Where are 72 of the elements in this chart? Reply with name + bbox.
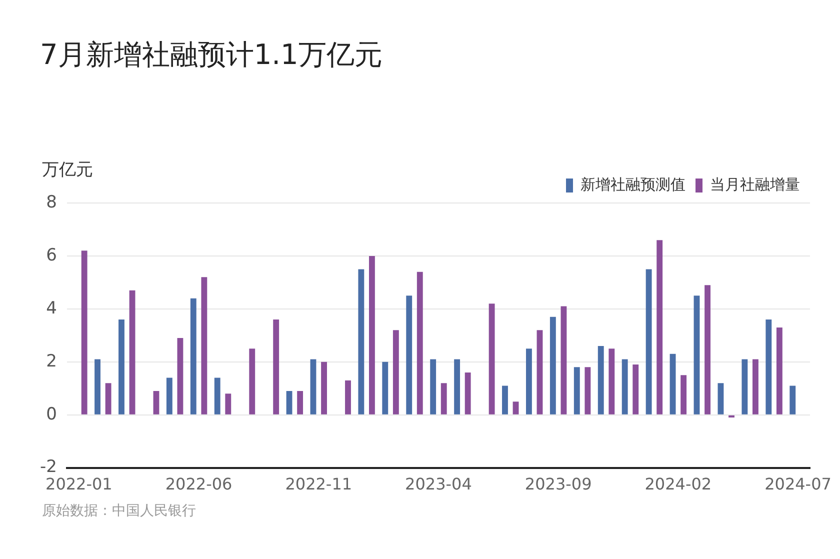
- bar: [321, 362, 327, 414]
- legend-label: 当月社融增量: [710, 175, 800, 194]
- bar: [646, 269, 652, 414]
- bar: [704, 285, 710, 414]
- legend-label: 新增社融预测值: [580, 175, 686, 194]
- bar: [118, 320, 124, 414]
- bar: [584, 367, 591, 414]
- bar: [632, 364, 639, 414]
- x-tick-label: 2023-09: [524, 474, 592, 494]
- bar: [574, 367, 580, 414]
- y-tick-label: 8: [46, 192, 57, 212]
- bar: [406, 296, 412, 414]
- bar: [776, 327, 782, 414]
- y-axis-title: 万亿元: [42, 159, 93, 181]
- y-tick-label: 4: [46, 298, 57, 318]
- bar: [526, 348, 532, 414]
- bar: [680, 375, 687, 414]
- bar: [622, 359, 628, 414]
- bar: [766, 320, 772, 414]
- bar: [201, 277, 208, 414]
- bar: [286, 391, 292, 414]
- bar: [550, 316, 556, 414]
- y-tick-label: 0: [46, 404, 57, 424]
- bar: [368, 256, 375, 414]
- bar: [297, 391, 304, 414]
- bar: [214, 378, 220, 414]
- bar: [310, 359, 316, 414]
- x-tick-label: 2024-07: [764, 474, 832, 494]
- bar: [273, 320, 280, 414]
- bar: [440, 383, 447, 414]
- y-tick-label: -2: [40, 457, 57, 478]
- bar: [94, 359, 100, 414]
- bar: [718, 383, 724, 414]
- x-tick-label: 2022-01: [46, 474, 112, 494]
- bar: [598, 346, 604, 414]
- bar: [382, 362, 388, 414]
- bar: [488, 304, 495, 414]
- bar: [249, 348, 256, 414]
- bar: [430, 359, 436, 414]
- x-tick-label: 2022-06: [165, 474, 232, 494]
- bar: [105, 383, 112, 414]
- bar: [608, 348, 615, 414]
- bar: [464, 372, 471, 414]
- bar: [502, 386, 508, 414]
- bar: [225, 394, 232, 414]
- bar: [560, 306, 567, 414]
- x-tick-label: 2024-02: [644, 474, 712, 494]
- bar: [81, 250, 88, 414]
- text: 原始数据：中国人民银行: [42, 502, 196, 521]
- bar: [358, 269, 364, 414]
- bar: [536, 330, 543, 414]
- chart-title: 7月新增社融预计1.1万亿元: [40, 37, 382, 73]
- bar: [392, 330, 399, 414]
- bar: [656, 240, 663, 414]
- bar: [752, 359, 758, 414]
- bar: [153, 391, 160, 414]
- x-tick-label: 2023-04: [405, 474, 472, 494]
- bar: [790, 386, 796, 414]
- bar: [742, 359, 748, 414]
- x-tick-label: 2022-11: [285, 474, 352, 494]
- y-tick-label: 6: [46, 245, 57, 266]
- bar: [416, 272, 423, 414]
- bar: [190, 298, 196, 414]
- bar: [129, 290, 136, 414]
- bar: [670, 354, 676, 414]
- bar: [694, 296, 700, 414]
- bar: [345, 380, 351, 414]
- bar: [512, 402, 519, 414]
- y-tick-label: 2: [46, 351, 57, 372]
- bar: [177, 338, 184, 414]
- bar: [454, 359, 460, 414]
- bar: [166, 378, 172, 414]
